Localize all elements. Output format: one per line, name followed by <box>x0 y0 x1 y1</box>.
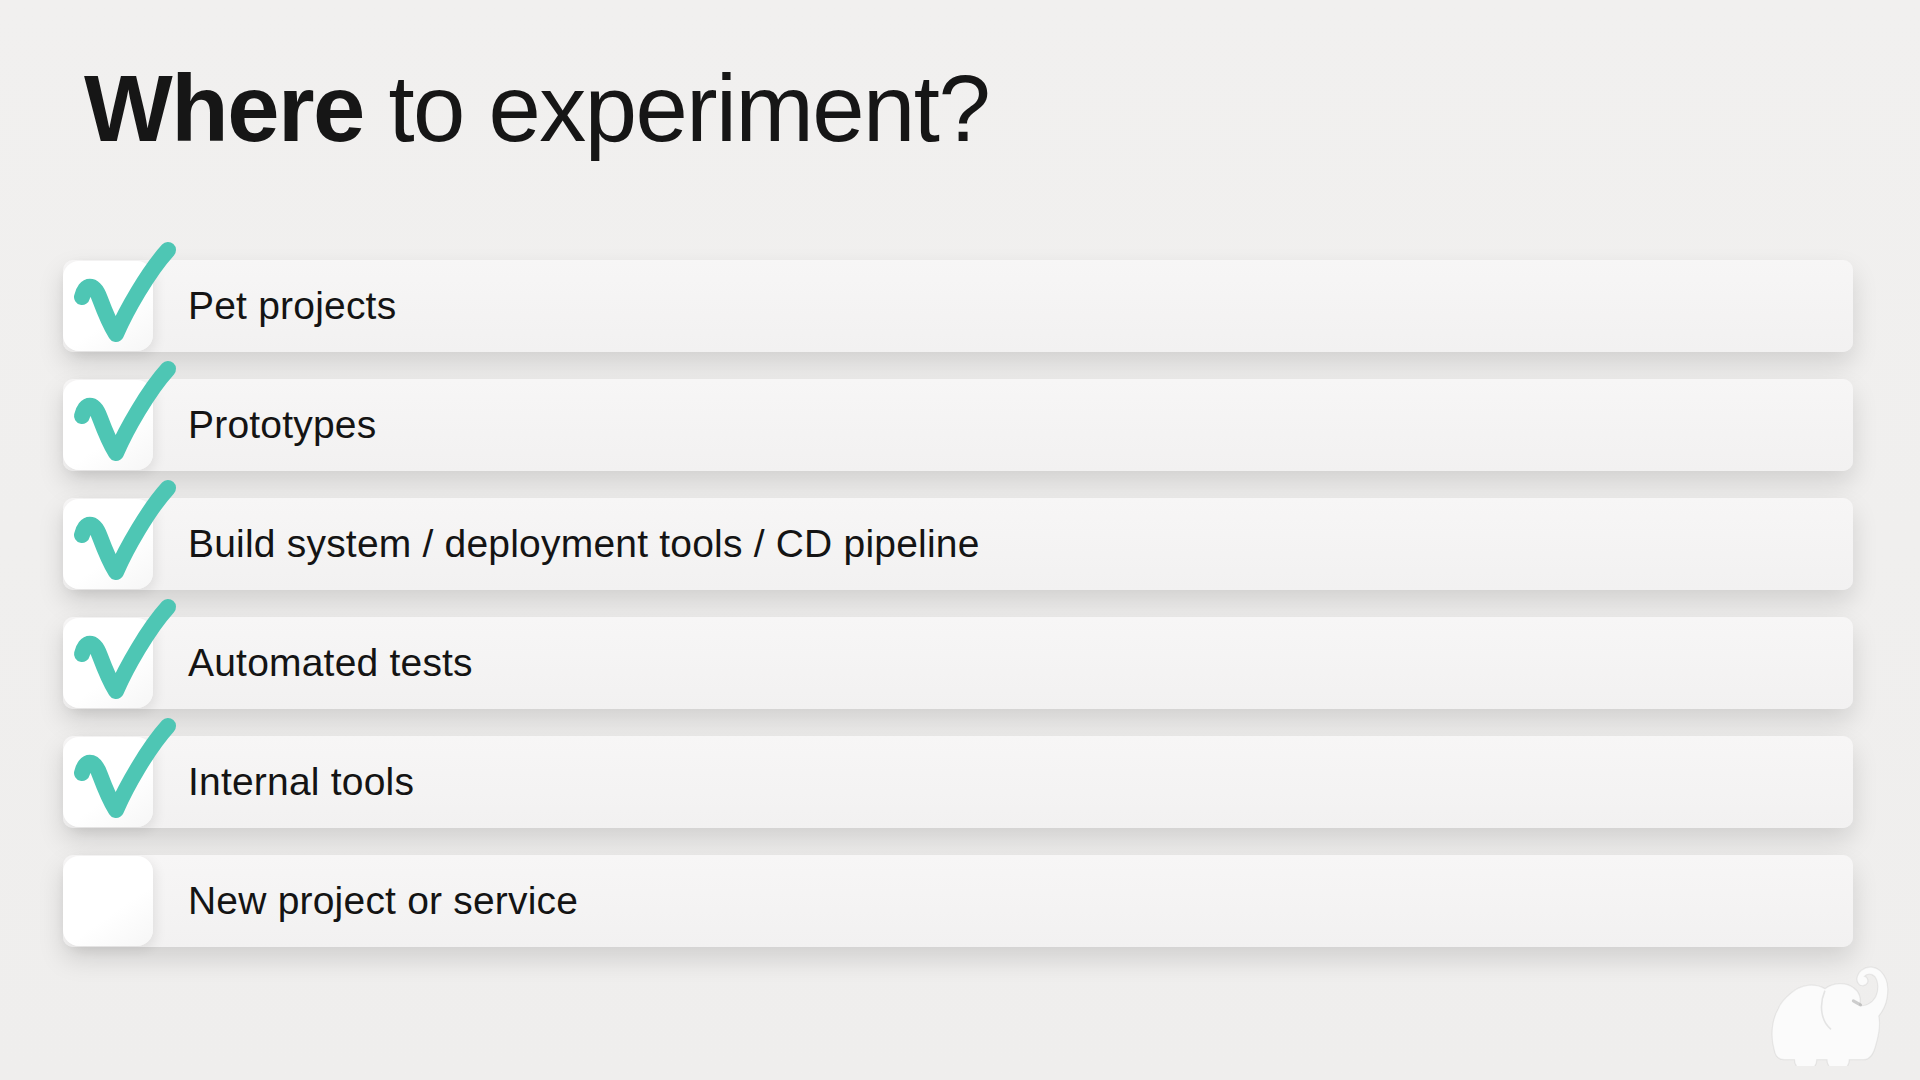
checkmark-icon <box>65 717 177 835</box>
checklist-item-label: Pet projects <box>188 284 396 328</box>
checkmark-icon <box>65 479 177 597</box>
checklist-item-label: Automated tests <box>188 641 473 685</box>
checklist-item-label: New project or service <box>188 879 578 923</box>
checklist-item-label: Internal tools <box>188 760 414 804</box>
checklist-item: New project or service <box>63 855 1853 947</box>
elephant-icon <box>1764 958 1896 1066</box>
checklist-item: Internal tools <box>63 736 1853 828</box>
checklist-item: Build system / deployment tools / CD pip… <box>63 498 1853 590</box>
checkbox[interactable] <box>63 618 153 708</box>
checklist-item: Pet projects <box>63 260 1853 352</box>
checkmark-icon <box>65 360 177 478</box>
checklist-item-label: Build system / deployment tools / CD pip… <box>188 522 980 566</box>
checkbox[interactable] <box>63 856 153 946</box>
checkbox[interactable] <box>63 499 153 589</box>
checklist-item-label: Prototypes <box>188 403 376 447</box>
checkbox[interactable] <box>63 737 153 827</box>
checkbox[interactable] <box>63 261 153 351</box>
page-title-bold: Where <box>84 56 364 161</box>
checklist-item: Automated tests <box>63 617 1853 709</box>
checklist-item: Prototypes <box>63 379 1853 471</box>
checkmark-icon <box>65 598 177 716</box>
checklist: Pet projects Prototypes Build system / d… <box>63 260 1853 974</box>
checkmark-icon <box>65 241 177 359</box>
page-title-regular: to experiment? <box>364 56 989 161</box>
page-title: Where to experiment? <box>84 55 989 163</box>
checkbox[interactable] <box>63 380 153 470</box>
